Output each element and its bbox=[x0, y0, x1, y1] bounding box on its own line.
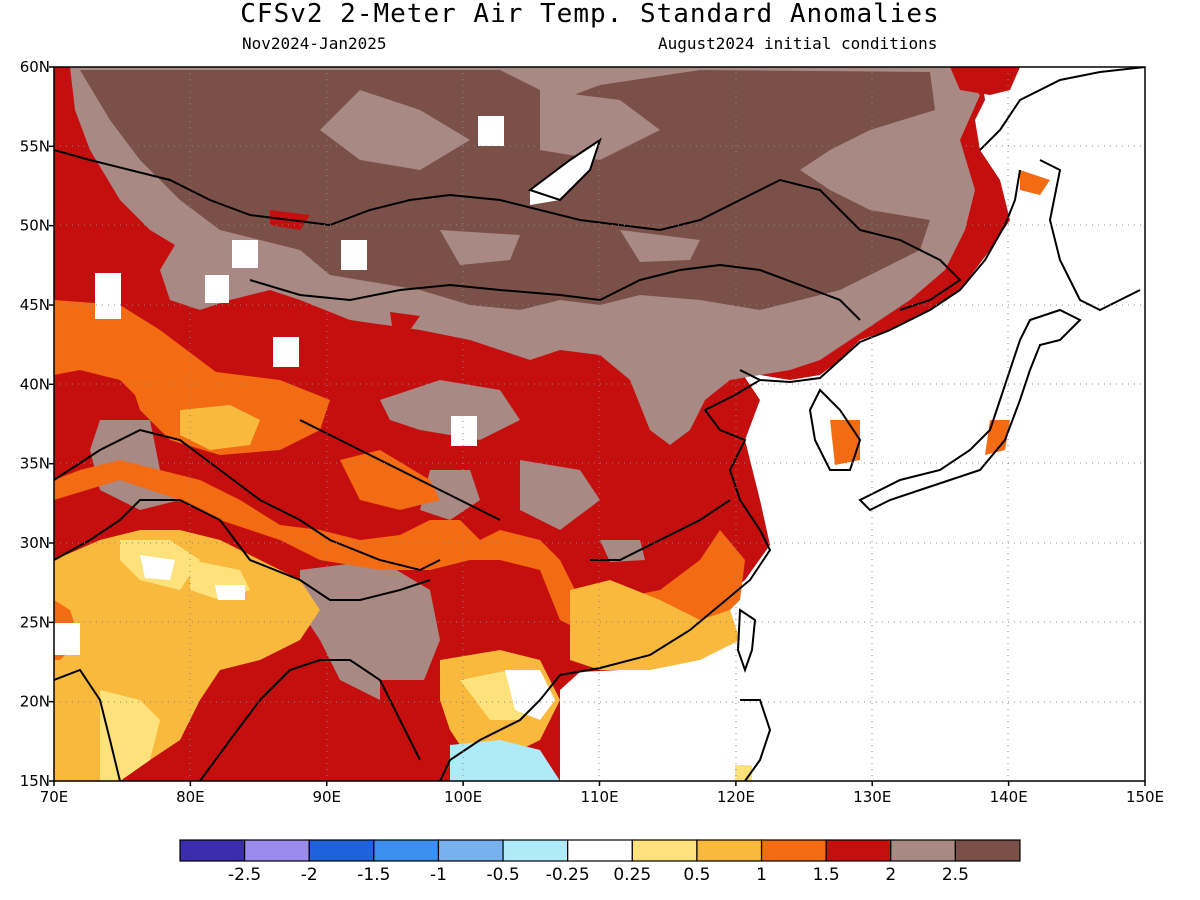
initial-conditions: August2024 initial conditions bbox=[658, 34, 938, 53]
colorbar-label: -0.5 bbox=[486, 865, 519, 885]
colorbar-label: 1 bbox=[756, 865, 767, 885]
lat-tick-label: 45N bbox=[20, 296, 50, 314]
lat-tick-label: 55N bbox=[20, 137, 50, 155]
forecast-period: Nov2024-Jan2025 bbox=[242, 34, 387, 53]
axis-ticks bbox=[49, 66, 1146, 786]
colorbar-label: -2.5 bbox=[228, 865, 261, 885]
colorbar-swatch bbox=[244, 839, 310, 862]
colorbar-swatch bbox=[567, 839, 633, 862]
colorbar-swatch bbox=[179, 839, 246, 862]
colorbar-label: 1.5 bbox=[813, 865, 840, 885]
lon-labels: 70E 80E 90E 100E 110E 120E 130E 140E 150E bbox=[40, 788, 1164, 806]
lon-tick-label: 80E bbox=[176, 788, 205, 806]
colorbar-swatch bbox=[373, 839, 440, 862]
colorbar-swatch bbox=[825, 839, 892, 862]
lat-tick-label: 40N bbox=[20, 375, 50, 393]
colorbar-label: 2 bbox=[885, 865, 896, 885]
lon-tick-label: 150E bbox=[1126, 788, 1164, 806]
colorbar-swatch bbox=[308, 839, 375, 862]
colorbar-label: 2.5 bbox=[942, 865, 969, 885]
lat-tick-label: 15N bbox=[20, 772, 50, 790]
colorbar-label: 0.5 bbox=[683, 865, 710, 885]
colorbar-label: -1 bbox=[430, 865, 447, 885]
lon-tick-label: 70E bbox=[40, 788, 69, 806]
coastlines-borders bbox=[54, 67, 1145, 781]
lon-tick-label: 140E bbox=[990, 788, 1028, 806]
colorbar-swatch bbox=[954, 839, 1021, 862]
colorbar-swatch bbox=[696, 839, 763, 862]
chart-title: CFSv2 2-Meter Air Temp. Standard Anomali… bbox=[240, 0, 940, 29]
colorbar-label: -1.5 bbox=[357, 865, 390, 885]
lat-tick-label: 30N bbox=[20, 534, 50, 552]
colorbar bbox=[179, 839, 1021, 862]
colorbar-swatch bbox=[760, 839, 827, 862]
colorbar-swatch bbox=[890, 839, 956, 862]
lon-tick-label: 90E bbox=[312, 788, 341, 806]
colorbar-swatch bbox=[437, 839, 504, 862]
colorbar-label: 0.25 bbox=[613, 865, 651, 885]
lat-labels: 60N 55N 50N 45N 40N 35N 30N 25N 20N 15N bbox=[20, 58, 50, 790]
lat-tick-label: 25N bbox=[20, 613, 50, 631]
gridlines bbox=[54, 67, 1145, 781]
colorbar-labels: -2.5 -2 -1.5 -1 -0.5 -0.25 0.25 0.5 1 1.5 2 2.5 bbox=[228, 865, 969, 885]
colorbar-label: -2 bbox=[301, 865, 318, 885]
lon-tick-label: 120E bbox=[717, 788, 755, 806]
lat-tick-label: 60N bbox=[20, 58, 50, 76]
lon-tick-label: 100E bbox=[444, 788, 482, 806]
colorbar-swatch bbox=[631, 839, 698, 862]
lat-tick-label: 50N bbox=[20, 217, 50, 235]
anomaly-field bbox=[54, 67, 1145, 781]
lon-tick-label: 130E bbox=[853, 788, 891, 806]
colorbar-swatch bbox=[502, 839, 569, 862]
lat-tick-label: 20N bbox=[20, 693, 50, 711]
colorbar-label: -0.25 bbox=[546, 865, 590, 885]
lon-tick-label: 110E bbox=[580, 788, 618, 806]
lat-tick-label: 35N bbox=[20, 455, 50, 473]
